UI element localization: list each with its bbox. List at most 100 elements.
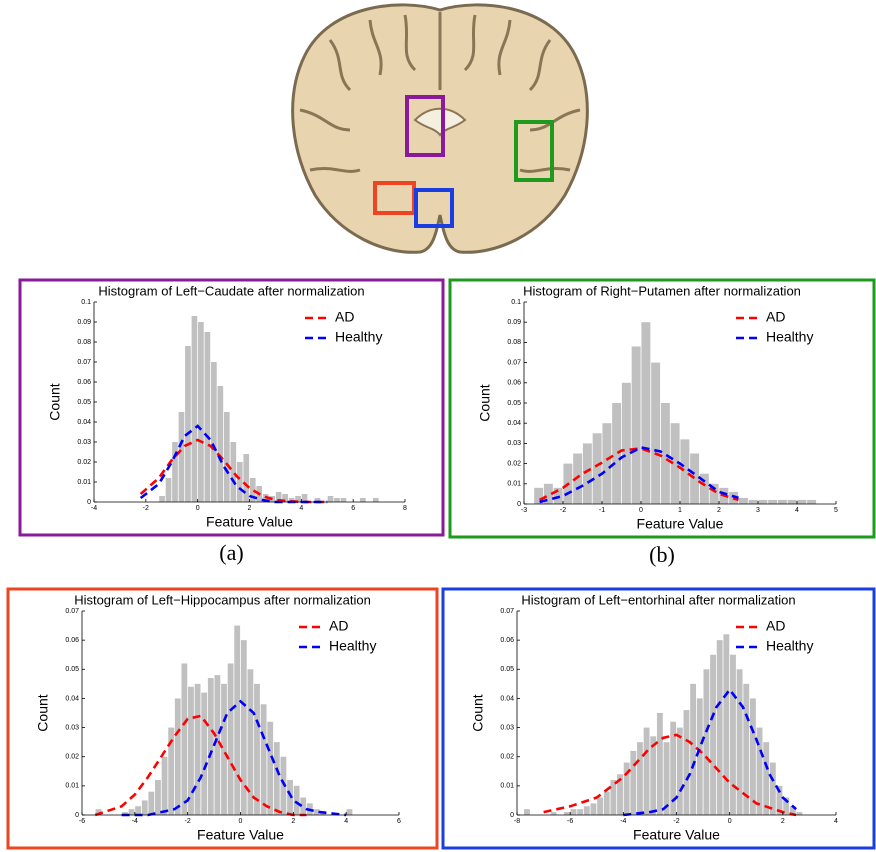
bar: [273, 742, 280, 815]
bar: [690, 453, 700, 504]
curve: [538, 447, 739, 502]
region-box: [514, 120, 554, 182]
panel-frame: [448, 278, 876, 539]
y-axis-label: Count: [470, 694, 486, 731]
x-tick-label: -6: [567, 818, 573, 825]
bar: [641, 322, 651, 504]
bar: [768, 499, 778, 504]
bar: [260, 704, 267, 815]
bar: [340, 498, 347, 502]
bar: [777, 499, 787, 504]
x-tick-label: -6: [79, 818, 85, 825]
bar: [373, 498, 379, 502]
y-tick-label: 0.04: [500, 695, 514, 702]
x-tick-label: 0: [239, 818, 243, 825]
bar: [570, 809, 577, 815]
bar: [621, 382, 631, 504]
bar: [534, 487, 544, 504]
bar: [178, 412, 185, 502]
bar: [630, 750, 637, 815]
bar: [563, 812, 570, 815]
bar: [282, 494, 288, 502]
x-axis-label: Feature Value: [637, 516, 724, 532]
bar: [198, 322, 204, 502]
bar: [670, 423, 680, 504]
x-tick-label: -2: [560, 507, 566, 514]
x-tick-label: -4: [91, 505, 97, 512]
bar: [188, 686, 194, 815]
chart-title: Histogram of Right−Putamen after normali…: [523, 283, 801, 298]
bar: [240, 640, 247, 815]
bar: [524, 809, 530, 815]
bar: [181, 663, 188, 815]
bar: [223, 412, 230, 502]
bar: [165, 478, 172, 502]
panel-label: (a): [219, 540, 243, 565]
bar: [287, 780, 293, 815]
bar: [543, 483, 553, 504]
bar: [723, 634, 730, 815]
bar: [211, 362, 217, 502]
bar: [346, 809, 353, 815]
y-tick-label: 0.06: [77, 379, 91, 386]
bar: [750, 698, 756, 815]
y-tick-label: 0.03: [507, 440, 521, 447]
bar: [217, 386, 224, 502]
region-box: [405, 95, 445, 157]
y-tick-label: 0.01: [77, 479, 91, 486]
bar: [293, 785, 300, 815]
y-tick-label: 0.06: [500, 637, 514, 644]
bar: [280, 756, 287, 815]
ventricle: [413, 107, 467, 137]
bar: [683, 710, 690, 815]
x-tick-label: 0: [639, 507, 643, 514]
curve: [121, 699, 347, 817]
bar: [191, 316, 198, 502]
y-tick-label: 0.07: [77, 359, 91, 366]
y-tick-label: 0.02: [507, 460, 521, 467]
y-axis-label: Count: [477, 384, 493, 421]
x-tick-label: 0: [728, 818, 732, 825]
x-tick-label: 6: [351, 505, 355, 512]
x-tick-label: -2: [673, 818, 679, 825]
bar: [577, 809, 584, 815]
x-tick-label: 0: [196, 505, 200, 512]
x-tick-label: -4: [620, 818, 626, 825]
brain-illustration: [291, 3, 589, 254]
bar: [623, 762, 630, 815]
bar: [769, 762, 776, 815]
chart-title: Histogram of Left−entorhinal after norma…: [521, 592, 795, 607]
panel-label: (b): [649, 542, 675, 567]
x-tick-label: 4: [834, 818, 838, 825]
y-tick-label: 0: [87, 499, 91, 506]
bar: [758, 499, 768, 504]
x-tick-label: 2: [717, 507, 721, 514]
bar: [159, 496, 165, 502]
region-box: [414, 188, 454, 228]
bar: [230, 442, 237, 502]
y-tick-label: 0.1: [81, 299, 91, 306]
bar: [254, 683, 260, 815]
bar: [796, 812, 803, 815]
bar: [703, 669, 710, 815]
bar: [128, 809, 135, 815]
x-tick-label: -2: [143, 505, 149, 512]
y-tick-label: 0.05: [507, 400, 521, 407]
bar: [122, 812, 128, 815]
y-tick-label: 0.06: [507, 380, 521, 387]
bar: [95, 809, 102, 815]
bar: [660, 403, 670, 504]
bar: [631, 346, 641, 504]
x-tick-label: 5: [834, 507, 838, 514]
bar: [709, 483, 719, 504]
legend-label: Healthy: [329, 638, 376, 654]
bar: [787, 499, 797, 504]
y-tick-label: 0.04: [65, 695, 79, 702]
x-tick-label: 4: [795, 507, 799, 514]
panel-frame: [6, 587, 439, 850]
y-tick-label: 0.06: [65, 637, 79, 644]
bar: [738, 497, 748, 504]
bar: [743, 683, 750, 815]
x-tick-label: 3: [756, 507, 760, 514]
